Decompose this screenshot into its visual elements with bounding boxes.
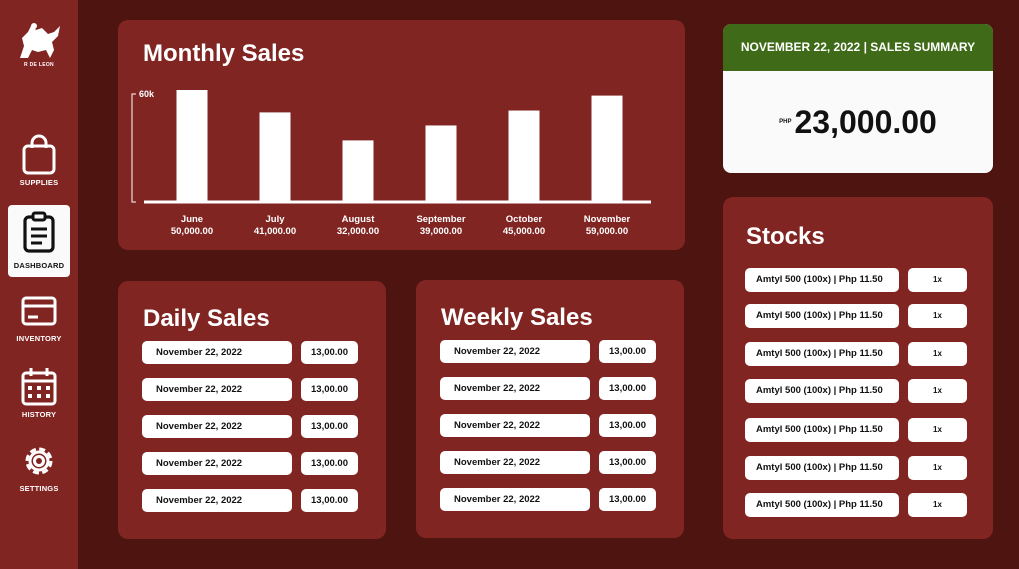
stock-item-cell[interactable]: Amtyl 500 (100x) | Php 11.50 <box>745 268 899 292</box>
bar-august[interactable] <box>342 140 374 202</box>
bar-november[interactable] <box>591 95 623 202</box>
y-tick-label: 60k <box>139 89 155 99</box>
nav-supplies-label: SUPPLIES <box>19 178 59 187</box>
nav-inventory-label: INVENTORY <box>16 334 62 343</box>
weekly-date-cell[interactable]: November 22, 2022 <box>440 377 590 400</box>
daily-amount-cell[interactable]: 13,00.00 <box>301 378 358 401</box>
daily-sales-card: Daily Sales November 22, 2022 13,00.00 Nov… <box>118 281 386 539</box>
weekly-date-cell[interactable]: November 22, 2022 <box>440 340 590 363</box>
gear-icon <box>25 447 53 475</box>
x-tick-label: August <box>342 214 376 225</box>
stocks-card: Stocks Amtyl 500 (100x) | Php 11.50 1x Amt… <box>723 197 993 539</box>
monthly-sales-card: Monthly Sales 60k June 50,000.00 July 41,000… <box>118 20 685 250</box>
daily-date-cell[interactable]: November 22, 2022 <box>142 489 292 512</box>
weekly-amount-cell[interactable]: 13,00.00 <box>599 488 656 511</box>
bar-july[interactable] <box>259 112 291 202</box>
weekly-amount-cell[interactable]: 13,00.00 <box>599 414 656 437</box>
y-axis <box>131 93 136 203</box>
calendar-icon <box>21 368 57 406</box>
daily-date-cell[interactable]: November 22, 2022 <box>142 378 292 401</box>
nav-history[interactable]: HISTORY <box>8 360 70 430</box>
stocks-title: Stocks <box>746 223 825 250</box>
logo-text: R DE LEON <box>24 62 54 68</box>
sales-summary-amount: 23,000.00 <box>794 104 937 140</box>
x-tick-label: June <box>181 214 203 225</box>
bar-value-label: 39,000.00 <box>420 226 462 237</box>
daily-amount-cell[interactable]: 13,00.00 <box>301 452 358 475</box>
weekly-sales-card: Weekly Sales November 22, 2022 13,00.00 No… <box>416 280 684 538</box>
bar-value-label: 32,000.00 <box>337 226 379 237</box>
clipboard-icon <box>23 211 55 253</box>
bar-value-label: 50,000.00 <box>171 226 213 237</box>
nav-settings[interactable]: SETTINGS <box>8 434 70 504</box>
currency-label: PHP <box>779 119 792 125</box>
bar-october[interactable] <box>508 110 540 202</box>
bar-value-label: 59,000.00 <box>586 226 628 237</box>
monthly-sales-title: Monthly Sales <box>143 40 305 67</box>
x-tick-label: November <box>584 214 631 225</box>
sales-summary-card: NOVEMBER 22, 2022 | SALES SUMMARY PHP23,… <box>723 24 993 173</box>
weekly-amount-cell[interactable]: 13,00.00 <box>599 340 656 363</box>
weekly-date-cell[interactable]: November 22, 2022 <box>440 488 590 511</box>
card-icon <box>21 296 57 326</box>
bar-june[interactable] <box>176 90 208 202</box>
daily-amount-cell[interactable]: 13,00.00 <box>301 341 358 364</box>
daily-amount-cell[interactable]: 13,00.00 <box>301 489 358 512</box>
daily-date-cell[interactable]: November 22, 2022 <box>142 415 292 438</box>
stock-qty-cell[interactable]: 1x <box>908 304 967 328</box>
nav-settings-label: SETTINGS <box>19 484 59 493</box>
bag-icon <box>22 134 56 175</box>
daily-sales-title: Daily Sales <box>143 305 270 332</box>
x-tick-label: July <box>265 214 285 225</box>
stock-qty-cell[interactable]: 1x <box>908 268 967 292</box>
bar-september[interactable] <box>425 125 457 202</box>
stock-qty-cell[interactable]: 1x <box>908 418 967 442</box>
sales-summary-value: PHP23,000.00 <box>723 71 993 173</box>
stock-qty-cell[interactable]: 1x <box>908 493 967 517</box>
nav-dashboard[interactable]: DASHBOARD <box>8 205 70 277</box>
stock-item-cell[interactable]: Amtyl 500 (100x) | Php 11.50 <box>745 418 899 442</box>
stock-qty-cell[interactable]: 1x <box>908 456 967 480</box>
weekly-amount-cell[interactable]: 13,00.00 <box>599 451 656 474</box>
nav-inventory[interactable]: INVENTORY <box>8 284 70 354</box>
weekly-amount-cell[interactable]: 13,00.00 <box>599 377 656 400</box>
stock-qty-cell[interactable]: 1x <box>908 379 967 403</box>
nav-dashboard-label: DASHBOARD <box>13 261 65 270</box>
bar-value-label: 45,000.00 <box>503 226 545 237</box>
stock-qty-cell[interactable]: 1x <box>908 342 967 366</box>
bar-value-label: 41,000.00 <box>254 226 296 237</box>
weekly-sales-title: Weekly Sales <box>441 304 593 331</box>
daily-date-cell[interactable]: November 22, 2022 <box>142 452 292 475</box>
stock-item-cell[interactable]: Amtyl 500 (100x) | Php 11.50 <box>745 493 899 517</box>
stock-item-cell[interactable]: Amtyl 500 (100x) | Php 11.50 <box>745 342 899 366</box>
stock-item-cell[interactable]: Amtyl 500 (100x) | Php 11.50 <box>745 304 899 328</box>
logo <box>14 20 64 72</box>
sidebar: R DE LEON SUPPLIES DASHBOARD INVENTORY <box>0 0 78 569</box>
x-tick-label: September <box>416 214 465 225</box>
horse-logo-icon <box>20 23 60 58</box>
weekly-date-cell[interactable]: November 22, 2022 <box>440 451 590 474</box>
weekly-date-cell[interactable]: November 22, 2022 <box>440 414 590 437</box>
daily-amount-cell[interactable]: 13,00.00 <box>301 415 358 438</box>
nav-supplies[interactable]: SUPPLIES <box>8 128 70 198</box>
nav-history-label: HISTORY <box>21 410 57 419</box>
stock-item-cell[interactable]: Amtyl 500 (100x) | Php 11.50 <box>745 379 899 403</box>
sales-summary-title: NOVEMBER 22, 2022 | SALES SUMMARY <box>723 24 993 71</box>
daily-date-cell[interactable]: November 22, 2022 <box>142 341 292 364</box>
stock-item-cell[interactable]: Amtyl 500 (100x) | Php 11.50 <box>745 456 899 480</box>
x-tick-label: October <box>506 214 543 225</box>
